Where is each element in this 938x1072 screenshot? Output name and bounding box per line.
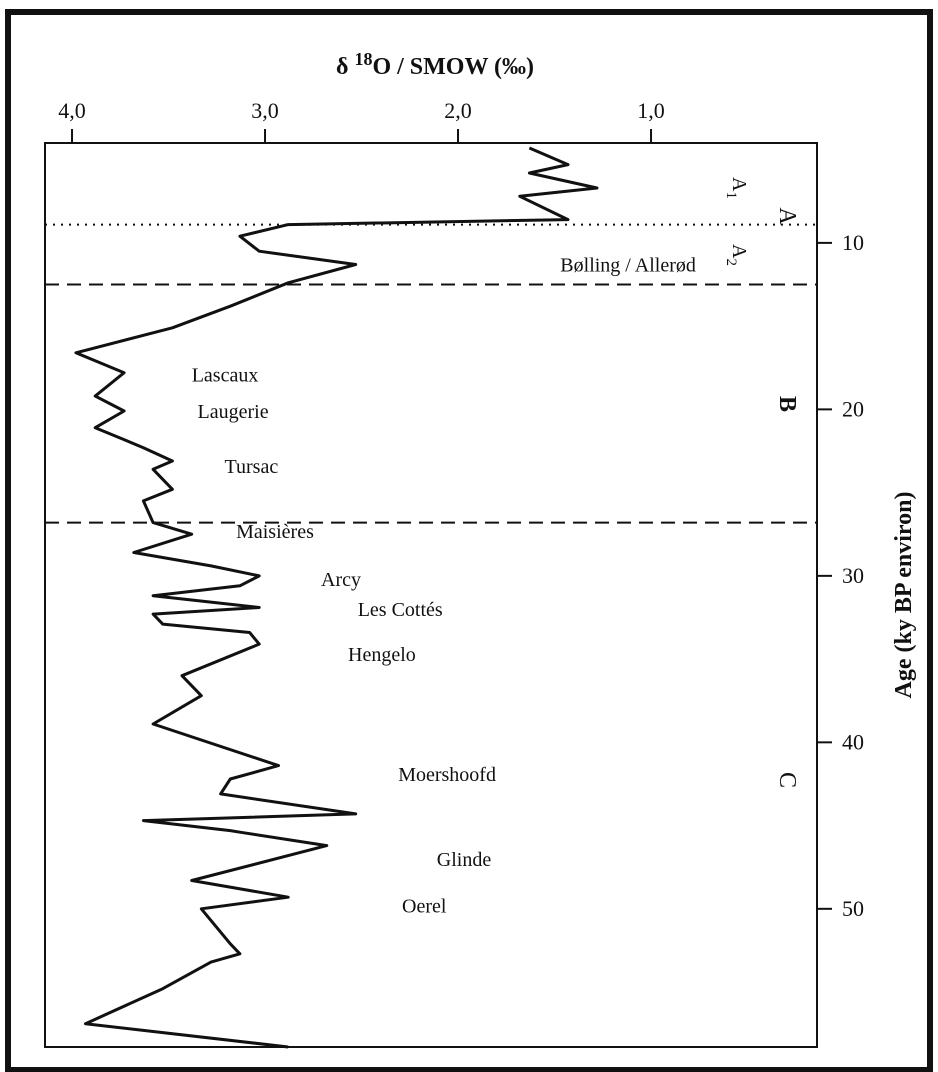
annotation-label: Bølling / Allerød: [560, 255, 696, 277]
annotation-label: Tursac: [225, 456, 279, 478]
x-tick-label: 3,0: [251, 98, 279, 123]
annotation-label: Oerel: [402, 896, 447, 918]
y-tick-label: 50: [842, 896, 864, 921]
title-part: δ: [336, 54, 354, 80]
y-tick-label: 20: [842, 396, 864, 421]
zone-label-c: C: [774, 772, 800, 788]
series-polyline: [74, 146, 599, 1049]
y-tick-label: 30: [842, 563, 864, 588]
series-line: [74, 146, 599, 1049]
annotation-label: Maisières: [236, 521, 314, 543]
outer-frame: [5, 9, 933, 1072]
subzone-a1-sub: 1: [723, 191, 739, 199]
x-tick-label: 1,0: [637, 98, 665, 123]
zone-label-b: B: [774, 396, 800, 412]
annotation-label: Laugerie: [198, 401, 269, 423]
site-annotations: Bølling / Allerød Lascaux Laugerie Tursac Ma…: [192, 255, 696, 918]
title-part: O / SMOW (‰): [372, 54, 534, 80]
y-axis-ticks: 10 20 30 40 50: [817, 230, 864, 921]
annotation-label: Lascaux: [192, 364, 259, 386]
annotation-label: Les Cottés: [358, 599, 443, 621]
x-axis-title: δ 18O / SMOW (‰): [336, 49, 534, 80]
zone-label-a: A: [774, 207, 800, 225]
subzone-a1-base: A: [728, 177, 750, 192]
title-superscript: 18: [354, 49, 372, 69]
annotation-label: Moershoofd: [398, 764, 496, 786]
annotation-label: Hengelo: [348, 644, 416, 666]
zone-boundaries: [45, 223, 817, 524]
subzone-label-a1: A1: [723, 177, 750, 199]
subzone-labels: A1 A2: [723, 177, 750, 266]
subzone-a2-base: A: [728, 244, 750, 259]
x-axis-ticks: 4,0 3,0 2,0 1,0: [58, 98, 665, 143]
subzone-a2-sub: 2: [723, 258, 739, 266]
y-tick-label: 10: [842, 230, 864, 255]
zone-labels: A B C: [774, 207, 800, 788]
x-tick-label: 4,0: [58, 98, 86, 123]
annotation-label: Arcy: [321, 569, 361, 591]
y-tick-label: 40: [842, 729, 864, 754]
x-tick-label: 2,0: [444, 98, 472, 123]
subzone-label-a2: A2: [723, 244, 750, 266]
annotation-label: Glinde: [437, 849, 492, 871]
plot-area: [44, 142, 818, 1048]
y-axis-title: Age (ky BP environ): [891, 492, 917, 699]
